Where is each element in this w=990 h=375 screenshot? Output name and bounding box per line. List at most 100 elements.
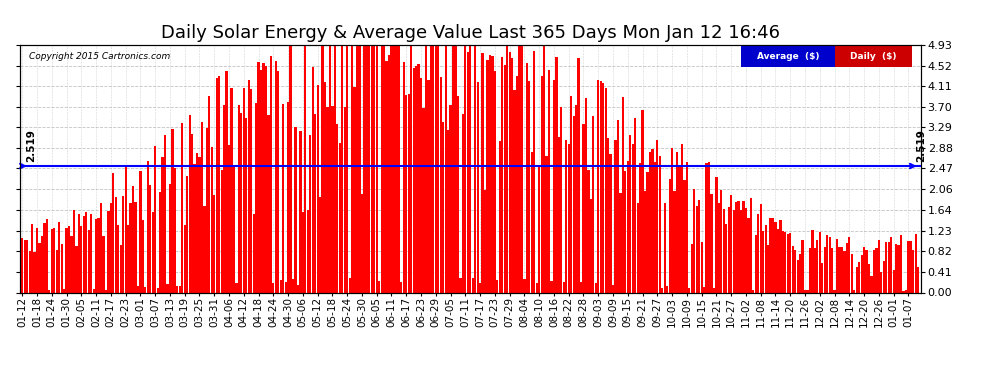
Bar [151, 212, 153, 292]
Bar [742, 201, 744, 292]
Bar [216, 78, 218, 292]
Bar [423, 108, 425, 292]
Bar [53, 228, 55, 292]
Bar [198, 157, 201, 292]
Bar [174, 168, 176, 292]
Bar [802, 240, 804, 292]
Bar [466, 52, 469, 292]
Bar [843, 251, 845, 292]
Bar [127, 225, 130, 292]
Bar [632, 144, 634, 292]
Bar [885, 242, 887, 292]
Bar [309, 135, 312, 292]
Bar [615, 140, 617, 292]
Bar [595, 283, 597, 292]
Bar [912, 250, 915, 292]
Bar [713, 288, 715, 292]
Bar [491, 56, 493, 292]
Bar [236, 283, 238, 292]
Bar [536, 284, 538, 292]
Bar [673, 191, 675, 292]
Bar [156, 288, 158, 292]
Bar [567, 144, 570, 292]
Bar [92, 288, 95, 292]
Bar [87, 230, 90, 292]
Bar [821, 262, 824, 292]
Text: Copyright 2015 Cartronics.com: Copyright 2015 Cartronics.com [29, 53, 170, 62]
Bar [543, 45, 545, 292]
Bar [807, 290, 809, 292]
Bar [634, 118, 637, 292]
Bar [41, 237, 43, 292]
Bar [814, 248, 816, 292]
Bar [898, 245, 900, 292]
Bar [459, 278, 461, 292]
Bar [208, 96, 211, 292]
Bar [728, 207, 730, 292]
Bar [880, 272, 882, 292]
Bar [228, 145, 230, 292]
Bar [529, 81, 531, 292]
Bar [777, 228, 779, 292]
Bar [395, 45, 398, 292]
Bar [848, 237, 850, 292]
Bar [905, 290, 907, 292]
Bar [307, 210, 309, 292]
Bar [302, 213, 304, 292]
Bar [550, 281, 552, 292]
Bar [860, 255, 862, 292]
Text: Daily  ($): Daily ($) [850, 52, 897, 61]
Bar [337, 124, 339, 292]
Bar [327, 107, 329, 292]
Bar [703, 286, 705, 292]
Bar [398, 45, 400, 292]
Bar [725, 224, 728, 292]
Bar [73, 210, 75, 292]
Bar [334, 45, 336, 292]
Bar [646, 172, 648, 292]
Bar [269, 56, 272, 292]
Bar [169, 184, 171, 292]
Bar [206, 129, 208, 292]
Bar [841, 248, 843, 292]
Bar [451, 45, 454, 292]
Bar [440, 77, 442, 292]
Bar [171, 129, 173, 292]
Bar [757, 214, 759, 292]
Bar [297, 285, 299, 292]
Bar [130, 202, 132, 292]
Bar [39, 243, 41, 292]
Bar [597, 80, 599, 292]
Bar [375, 45, 378, 292]
Bar [21, 238, 24, 292]
Bar [496, 280, 498, 292]
Bar [663, 203, 666, 292]
Bar [400, 282, 403, 292]
Bar [557, 137, 560, 292]
Bar [188, 115, 191, 292]
Bar [262, 63, 264, 292]
Bar [385, 61, 388, 292]
Bar [100, 203, 102, 292]
Bar [718, 202, 720, 292]
Bar [479, 284, 481, 292]
Bar [740, 210, 742, 292]
Bar [105, 290, 107, 292]
Bar [181, 123, 183, 292]
Bar [339, 143, 341, 292]
Bar [107, 211, 110, 292]
Bar [691, 244, 693, 292]
Bar [580, 282, 582, 292]
Bar [274, 61, 277, 292]
Bar [231, 88, 233, 292]
Bar [570, 96, 572, 292]
Bar [420, 78, 422, 292]
Bar [711, 194, 713, 292]
Bar [602, 83, 604, 292]
Bar [140, 171, 142, 292]
Bar [191, 134, 193, 292]
Text: Average  ($): Average ($) [756, 52, 819, 61]
Bar [312, 67, 314, 292]
Text: 2.519: 2.519 [26, 129, 36, 162]
Bar [534, 51, 536, 292]
